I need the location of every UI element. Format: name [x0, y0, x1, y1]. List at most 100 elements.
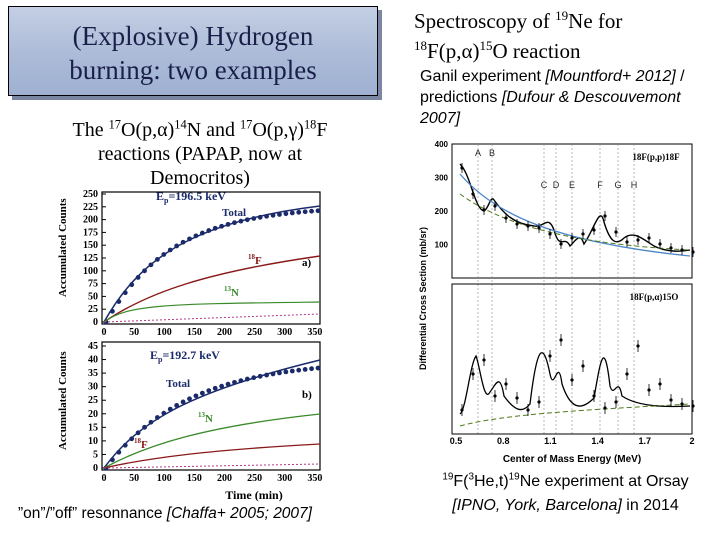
panel-b-point [167, 406, 173, 412]
panel-a-ytick: 0 [93, 317, 98, 328]
panel-a-bg [103, 313, 321, 323]
panel-a-point [238, 218, 244, 224]
bottom-panel-frame [451, 283, 693, 435]
panel-a-point [277, 212, 282, 217]
panel-a-label: a) [302, 257, 312, 269]
right-xlabel: Center of Mass Energy (MeV) [503, 454, 641, 465]
panel-b-n13: 13N [198, 411, 213, 425]
panel-a-xtick: 100 [157, 327, 172, 338]
panel-b-point [180, 399, 186, 405]
panel-a-point [212, 225, 218, 231]
panel-a-point [154, 257, 160, 262]
top-ytick: 100 [435, 241, 449, 250]
panel-b-ytick: 30 [88, 382, 98, 393]
bottom-right-caption: 19F(3He,t)19Ne experiment at Orsay [IPNO… [442, 471, 689, 514]
panel-b-frame [101, 341, 321, 471]
panel-b-point [212, 385, 218, 391]
panel-a-point [180, 239, 186, 245]
panel-a-ytick: 125 [83, 253, 98, 264]
panel-a-total-curve [103, 205, 321, 323]
bottom-panel-label: 18F(p,α)15O [630, 292, 679, 302]
panel-a-point [309, 208, 314, 214]
panel-a-point [135, 275, 141, 280]
panel-b-xtick: 100 [157, 473, 172, 484]
bottom-dashed-curve [459, 403, 691, 427]
panel-a-point [110, 308, 115, 314]
panel-a-point [187, 236, 192, 242]
panel-b-point [161, 410, 167, 416]
top-ytick: 200 [435, 207, 449, 216]
panel-b-total: Total [166, 378, 190, 390]
panel-b-ytick: 10 [88, 436, 98, 447]
panel-a-point [264, 213, 270, 219]
panel-b-point [238, 378, 244, 384]
panel-b-f18-curve [103, 443, 321, 469]
panel-b-point [289, 368, 295, 374]
panel-b-point [154, 415, 160, 420]
panel-b-ytick: 0 [93, 463, 98, 474]
ganil-caption: Ganil experiment [Mountford+ 2012] / pre… [420, 68, 685, 127]
panel-b-ytick: 5 [93, 449, 98, 460]
panel-b-point [277, 370, 282, 376]
panel-a-point [174, 243, 180, 249]
panel-b-point [110, 457, 115, 463]
title-box: (Explosive) Hydrogen burning: two exampl… [8, 6, 378, 96]
top-ytick: 300 [435, 174, 449, 183]
panel-b-xtick: 50 [129, 473, 139, 484]
panel-a-xtick: 350 [307, 327, 322, 338]
panel-b-point [302, 366, 308, 372]
panel-a-point [129, 282, 135, 288]
panel-a-point [270, 212, 276, 218]
panel-b-xtick: 300 [277, 473, 292, 484]
panel-b-point [251, 375, 257, 381]
top-panel-label: 18F(p,p)18F [632, 152, 680, 162]
panel-a-energy: Ep=196.5 keV [156, 189, 226, 205]
panel-a-xtick: 300 [277, 327, 292, 338]
panel-b-ytick: 15 [88, 422, 98, 433]
panel-a-xtick: 150 [187, 327, 202, 338]
panel-a-xtick: 250 [247, 327, 262, 338]
panel-b-point [225, 381, 231, 387]
panel-a-ytick: 225 [83, 202, 98, 213]
panel-a-ytick: 50 [88, 291, 98, 302]
panel-a-point [193, 233, 199, 239]
panel-a-point [161, 252, 167, 257]
panel-a-f18-curve [103, 255, 321, 323]
panel-a-point [225, 221, 231, 227]
panel-b-point [206, 388, 212, 394]
panel-a-point [232, 220, 237, 226]
panel-b-point [174, 402, 180, 408]
panel-a-ytick: 25 [88, 304, 98, 315]
right-xtick: 2 [689, 436, 694, 446]
panel-a-point [148, 262, 154, 268]
left-ylabel-a: Accumulated Counts [58, 198, 69, 297]
panel-b-ytick: 40 [88, 355, 98, 366]
panel-a-point [122, 290, 128, 296]
panel-a-point [251, 216, 257, 221]
panel-a-ytick: 175 [83, 227, 98, 238]
panel-b-ytick: 25 [88, 395, 98, 406]
panel-b-point [142, 424, 147, 430]
panel-a-xtick: 50 [129, 327, 139, 338]
panel-a-point [283, 211, 289, 217]
panel-a-point [315, 208, 321, 214]
panel-a-point [244, 217, 250, 223]
panel-b-point [296, 367, 302, 373]
panel-b-energy: Ep=192.7 keV [150, 348, 220, 364]
bottom-left-caption: ”on”/”off” resonnance [Chaffa+ 2005; 200… [18, 505, 312, 522]
panel-a-point [142, 268, 147, 274]
panel-b-ytick: 45 [88, 341, 98, 352]
right-xtick: 1.1 [544, 436, 557, 446]
panel-b-point [264, 372, 270, 378]
panel-a-ytick: 100 [83, 266, 98, 277]
panel-b-point [122, 442, 128, 448]
panel-a-point [219, 223, 225, 229]
panel-b-xtick: 0 [102, 473, 107, 484]
slide-title: (Explosive) Hydrogen burning: two exampl… [69, 21, 317, 85]
panel-b-point [270, 371, 276, 377]
panel-b-xtick: 150 [187, 473, 202, 484]
panel-a-ytick: 250 [83, 189, 98, 200]
right-xtick: 0.8 [497, 436, 510, 446]
right-xtick: 1.4 [591, 436, 604, 446]
panel-b-ytick: 35 [88, 368, 98, 379]
